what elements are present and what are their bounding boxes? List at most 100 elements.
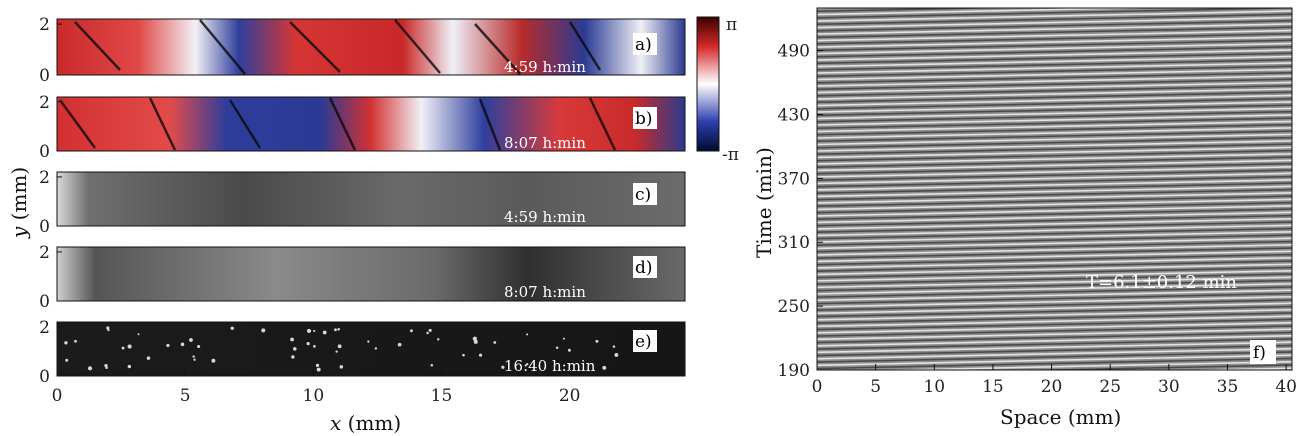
wave-trough-line — [817, 253, 1292, 266]
left-x-tick-label: 5 — [180, 386, 191, 406]
wave-trough-line — [817, 331, 1292, 344]
speck — [367, 340, 370, 343]
left-y-tick-label: 2 — [39, 318, 50, 338]
wave-crest-line — [817, 36, 1292, 48]
wave-crest-line — [817, 107, 1292, 120]
phase-contour-b — [58, 97, 617, 151]
wave-trough-line — [817, 266, 1292, 279]
speck — [261, 328, 266, 333]
speck — [428, 328, 432, 332]
speck — [409, 329, 413, 333]
speck — [526, 333, 529, 336]
speck — [180, 342, 185, 347]
right-x-tick-label: 25 — [1099, 377, 1121, 397]
wave-crest-line — [817, 276, 1292, 289]
wave-crest-line — [817, 256, 1292, 269]
right-axis-ticks: 0 5 10 15 20 25 30 35 40 190 250 310 370 430 490 — [778, 42, 1297, 397]
speck — [290, 337, 294, 342]
speck — [478, 353, 483, 357]
speck — [614, 353, 619, 357]
speck — [146, 356, 151, 360]
panel-label-e: e) — [635, 332, 652, 352]
wave-trough-line — [817, 162, 1292, 175]
wave-trough-line — [817, 8, 1292, 19]
wave-trough-line — [817, 201, 1292, 214]
wave-crest-line — [817, 88, 1292, 100]
speck — [501, 365, 505, 369]
wave-crest-line — [817, 185, 1292, 198]
speck — [437, 338, 440, 341]
colorbar: π -π — [696, 15, 739, 165]
timestamp-e: 16:40 h:min — [504, 357, 596, 375]
wave-crest-line — [817, 16, 1292, 29]
wave-crest-line — [817, 231, 1292, 243]
wave-trough-line — [817, 247, 1292, 259]
wave-trough-line — [817, 188, 1292, 201]
left-panels: 4:59 h:min a) 8:07 h:min b) 4:59 h:min c… — [7, 15, 686, 435]
speck — [64, 341, 68, 345]
wave-trough-line — [817, 227, 1292, 240]
wave-trough-line — [817, 117, 1292, 130]
wave-trough-line — [1016, 364, 1292, 370]
wave-crest-line — [817, 55, 1292, 68]
spacetime-frame — [816, 7, 1293, 371]
wave-crest-line — [817, 81, 1292, 94]
speck — [322, 330, 327, 335]
wave-trough-line — [817, 13, 1292, 26]
timestamp-a: 4:59 h:min — [504, 58, 586, 76]
wave-trough-line — [817, 71, 1292, 84]
left-x-axis-label: x (mm) — [330, 411, 401, 435]
wave-trough-line — [817, 195, 1292, 207]
wave-trough-line — [817, 0, 1292, 5]
wave-trough-line — [817, 292, 1292, 305]
wave-trough-line — [817, 351, 1292, 363]
wave-crest-line — [817, 295, 1292, 308]
intensity-map-c — [56, 171, 686, 227]
wave-crest-line — [817, 192, 1292, 204]
intensity-map-e — [56, 321, 686, 377]
wave-crest-line — [817, 269, 1292, 282]
wave-crest-line — [817, 179, 1292, 191]
speck — [612, 345, 616, 348]
speck — [315, 363, 320, 368]
colorbar-gradient — [696, 16, 720, 152]
right-x-axis-label: Space (mm) — [1000, 405, 1121, 429]
wave-crest-line — [817, 282, 1292, 295]
wave-crest-line — [817, 62, 1292, 74]
speck — [595, 339, 599, 343]
wave-crest-line — [817, 172, 1292, 185]
speck — [211, 358, 216, 363]
speck — [127, 364, 132, 369]
left-y-axis-label: y (mm) — [7, 167, 31, 239]
right-y-tick-label: 370 — [778, 169, 810, 189]
panel-label-c: c) — [635, 185, 651, 205]
left-x-tick-label: 20 — [559, 386, 581, 406]
wave-crest-line — [817, 218, 1292, 230]
left-x-tick-label: 0 — [52, 386, 63, 406]
left-y-tick-label: 2 — [39, 243, 50, 263]
wave-trough-line — [817, 286, 1292, 298]
wave-trough-line — [817, 110, 1292, 123]
wave-trough-line — [817, 279, 1292, 292]
right-y-tick-label: 490 — [778, 42, 810, 62]
wave-trough-line — [817, 260, 1292, 272]
timestamp-c: 4:59 h:min — [504, 208, 586, 226]
left-x-tick-label: 10 — [303, 386, 325, 406]
speck — [567, 348, 571, 352]
speck — [74, 339, 77, 343]
wave-trough-line — [817, 143, 1292, 156]
wave-crest-line — [817, 140, 1292, 152]
speck — [189, 338, 193, 342]
speck — [602, 365, 607, 370]
wave-trough-line — [817, 39, 1292, 52]
wave-trough-line — [817, 130, 1292, 143]
speck — [555, 346, 559, 349]
right-y-tick-label: 250 — [778, 297, 810, 317]
speck — [339, 365, 344, 369]
speck — [493, 341, 497, 344]
panel-label-b: b) — [635, 109, 653, 129]
wave-trough-line — [817, 26, 1292, 39]
wave-crest-line — [817, 23, 1292, 35]
panel-label-box-a — [633, 33, 657, 55]
